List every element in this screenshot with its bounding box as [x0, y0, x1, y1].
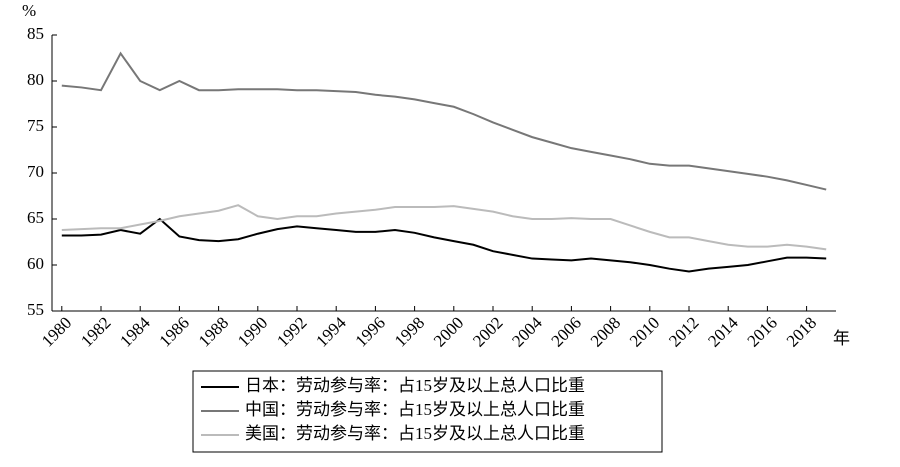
y-tick-label: 60	[27, 254, 44, 273]
x-tick-label: 2008	[587, 313, 624, 350]
x-tick-label: 2014	[704, 313, 742, 351]
x-tick-label: 1986	[156, 313, 193, 350]
x-tick-label: 1998	[391, 313, 428, 350]
series-line	[61, 217, 827, 273]
x-tick-label: 1984	[116, 313, 154, 351]
y-tick-label: 75	[27, 116, 44, 135]
legend-box	[192, 370, 663, 453]
x-axis-label: 年	[833, 329, 850, 348]
x-tick-label: 2000	[430, 313, 467, 350]
x-tick-label: 2016	[744, 313, 781, 350]
x-tick-label: 1996	[352, 313, 389, 350]
legend-label: 中国：劳动参与率：占15岁及以上总人口比重	[245, 400, 585, 419]
x-tick-label: 2010	[626, 313, 663, 350]
legend-label: 美国：劳动参与率：占15岁及以上总人口比重	[245, 424, 585, 443]
x-tick-label: 1992	[273, 313, 310, 350]
x-tick-label: 1990	[234, 313, 271, 350]
legend-label: 日本：劳动参与率：占15岁及以上总人口比重	[245, 376, 585, 395]
x-tick-label: 2006	[548, 313, 585, 350]
y-tick-label: 70	[27, 162, 44, 181]
y-tick-label: 85	[27, 24, 44, 43]
x-tick-label: 2004	[508, 313, 546, 351]
y-axis-label: %	[22, 1, 36, 20]
x-tick-label: 1994	[312, 313, 350, 351]
y-tick-label: 55	[27, 300, 44, 319]
x-tick-label: 1988	[195, 313, 232, 350]
y-tick-label: 80	[27, 70, 44, 89]
series-line	[61, 204, 827, 251]
x-tick-label: 2012	[665, 313, 702, 350]
y-tick-label: 65	[27, 208, 44, 227]
series-line	[61, 51, 827, 191]
x-tick-label: 2018	[783, 313, 820, 350]
x-tick-label: 1982	[77, 313, 114, 350]
x-tick-label: 2002	[469, 313, 506, 350]
